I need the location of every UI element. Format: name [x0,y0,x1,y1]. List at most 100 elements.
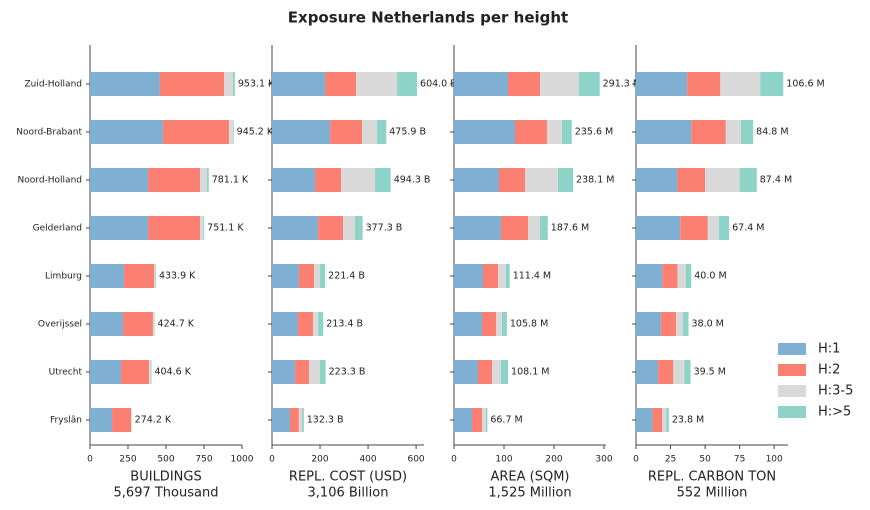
bar-segment [308,360,321,384]
bar-segment [483,264,498,288]
bar-segment [295,360,309,384]
bar-segment [148,168,201,192]
bar-segment [502,312,507,336]
x-tick-label: 200 [311,455,328,465]
bar-segment [272,264,299,288]
bar-segment [206,168,209,192]
bar-segment [272,216,319,240]
bar-segment [718,216,730,240]
bar-segment [741,120,754,144]
x-tick-label: 400 [359,455,376,465]
bar-segment [200,168,207,192]
total-label: 84.8 M [756,127,788,138]
x-axis-sublabel: 552 Million [677,486,748,501]
bar-segment [200,216,204,240]
bar-segment [121,360,149,384]
bar-segment [478,360,492,384]
x-axis-sublabel: 3,106 Billion [308,486,389,501]
bar-segment [122,312,153,336]
legend-label: H:1 [818,342,840,357]
bar-segment [482,312,496,336]
bar-segment [325,72,357,96]
bar-segment [290,408,299,432]
bar-segment [540,72,579,96]
y-tick-label: Noord-Brabant [16,128,82,138]
bar-segment [636,216,681,240]
bar-segment [224,72,234,96]
bar-segment [397,72,418,96]
total-label: 235.6 M [575,127,613,138]
bar-segment [90,360,122,384]
total-label: 751.1 K [207,223,244,234]
bar-segment [454,120,515,144]
bar-segment [341,168,376,192]
bar-segment [636,360,659,384]
y-tick-label: Zuid-Holland [24,80,82,90]
legend-label: H:>5 [818,405,851,420]
bar-segment [492,360,501,384]
x-axis-label: REPL. COST (USD) [289,470,407,485]
x-tick-label: 0 [451,455,457,465]
legend-swatch [778,364,806,376]
total-label: 291.3 M [603,79,641,90]
x-axis-label: AREA (SQM) [490,470,569,485]
x-tick-label: 750 [195,455,212,465]
bar-segment [356,72,398,96]
bar-segment [652,408,663,432]
bar-segment [682,312,689,336]
bar-segment [272,120,331,144]
bar-segment [472,408,482,432]
x-axis-label: REPL. CARBON TON [648,470,776,485]
total-label: 223.3 B [329,367,366,378]
bar-segment [636,408,653,432]
y-tick-label: Utrecht [49,368,83,378]
bar-segment [124,264,154,288]
bar-segment [454,360,478,384]
total-label: 781.1 K [212,175,249,186]
total-label: 23.8 M [672,415,704,426]
bar-segment [691,120,726,144]
total-label: 187.6 M [551,223,589,234]
total-label: 404.6 K [154,367,191,378]
bar-segment [720,72,761,96]
legend-swatch [778,343,806,355]
total-label: 604.0 B [420,79,457,90]
bar-segment [320,264,326,288]
x-axis-label: BUILDINGS [130,470,201,485]
legend-swatch [778,385,806,397]
chart-title: Exposure Netherlands per height [288,9,568,27]
total-label: 377.3 B [366,223,403,234]
bar-segment [684,360,691,384]
bar-segment [501,360,509,384]
bar-segment [677,264,686,288]
bar-segment [148,216,201,240]
bar-segment [482,408,486,432]
bar-segment [314,168,342,192]
bar-segment [153,264,156,288]
y-tick-label: Fryslân [50,416,82,426]
bar-segment [562,120,572,144]
bar-segment [579,72,600,96]
y-tick-label: Noord-Holland [18,176,82,186]
total-label: 38.0 M [692,319,724,330]
bar-segment [233,120,234,144]
bar-segment [112,408,132,432]
bar-segment [318,312,324,336]
x-tick-label: 0 [633,455,639,465]
bar-segment [739,168,757,192]
bar-segment [454,264,483,288]
bar-segment [525,168,558,192]
bar-segment [313,312,319,336]
x-tick-label: 1000 [231,455,254,465]
bar-segment [676,312,683,336]
x-tick-label: 25 [665,455,676,465]
x-tick-label: 0 [269,455,275,465]
total-label: 66.7 M [490,415,522,426]
bar-segment [662,264,678,288]
bar-segment [302,408,304,432]
bar-segment [515,120,547,144]
bar-segment [660,312,677,336]
x-tick-label: 300 [595,455,612,465]
bar-segment [499,168,525,192]
